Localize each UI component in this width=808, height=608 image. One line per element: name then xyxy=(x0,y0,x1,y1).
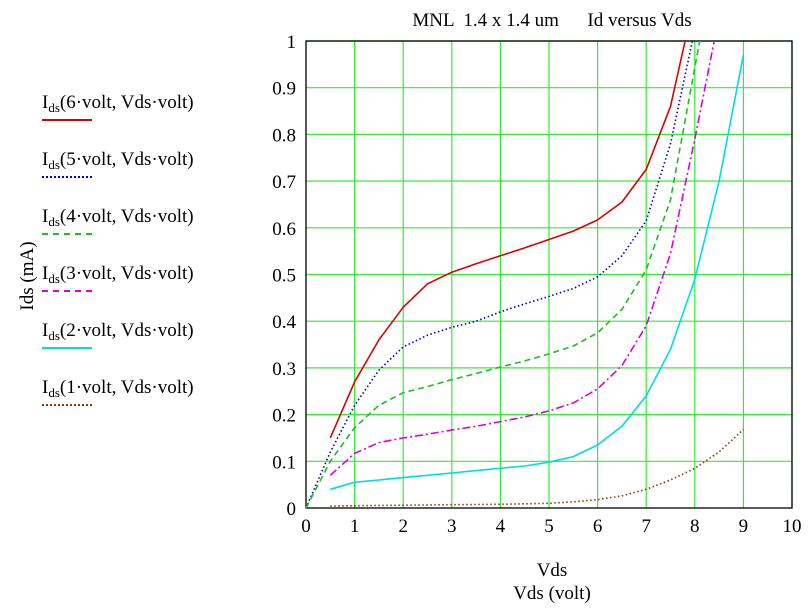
grid xyxy=(306,40,793,508)
legend-entry: Ids(3·volt, Vds·volt) xyxy=(42,263,272,320)
series-line-4 xyxy=(329,40,715,476)
x-tick-label: 10 xyxy=(783,516,802,537)
x-tick-label: 8 xyxy=(690,516,700,537)
x-tick-label: 1 xyxy=(350,516,360,537)
legend-entry: Ids(1·volt, Vds·volt) xyxy=(42,377,272,434)
y-tick-label: 0 xyxy=(287,499,297,520)
legend-label: Ids(5·volt, Vds·volt) xyxy=(42,149,194,172)
legend-label: Ids(4·volt, Vds·volt) xyxy=(42,206,194,229)
axes xyxy=(305,40,793,509)
x-tick-label: 4 xyxy=(496,516,506,537)
legend-label: Ids(3·volt, Vds·volt) xyxy=(42,263,194,286)
y-axis-label: Ids (mA) xyxy=(17,241,38,310)
y-tick-label: 0.4 xyxy=(272,312,296,333)
y-tick-label: 0.6 xyxy=(272,219,296,240)
legend-label: Ids(2·volt, Vds·volt) xyxy=(42,320,194,343)
legend-line-sample xyxy=(42,176,92,178)
x-tick-label: 3 xyxy=(447,516,457,537)
plot-frame xyxy=(305,40,793,509)
x-tick-label: 0 xyxy=(301,516,311,537)
legend-line-sample xyxy=(42,404,92,406)
chart-title: MNL 1.4 x 1.4 um Id versus Vds xyxy=(412,10,691,31)
series-line-1 xyxy=(329,40,686,439)
legend-label: Ids(1·volt, Vds·volt) xyxy=(42,377,194,400)
legend-line-sample xyxy=(42,347,92,349)
series-line-3 xyxy=(305,40,701,509)
x-tick-label: 5 xyxy=(544,516,554,537)
y-tick-label: 0.2 xyxy=(272,406,296,427)
x-tick-label: 9 xyxy=(739,516,749,537)
x-tick-label: 6 xyxy=(593,516,603,537)
tick-labels: 0 1 2 3 4 5 6 7 8 9 10 0 0.1 0.2 0.3 0.4 0.5 0.6 0.7 0.8 0.9… xyxy=(272,32,801,537)
legend-entry: Ids(4·volt, Vds·volt) xyxy=(42,206,272,263)
y-tick-label: 0.1 xyxy=(272,452,296,473)
y-tick-label: 0.9 xyxy=(272,79,296,100)
legend-line-sample xyxy=(42,290,92,292)
y-tick-label: 1 xyxy=(287,32,297,53)
y-tick-label: 0.8 xyxy=(272,125,296,146)
legend-line-sample xyxy=(42,119,92,121)
series-lines xyxy=(305,40,745,509)
y-tick-label: 0.5 xyxy=(272,266,296,287)
x-axis-label-line2: Vds (volt) xyxy=(513,583,591,604)
legend-entry: Ids(5·volt, Vds·volt) xyxy=(42,149,272,206)
legend-line-sample xyxy=(42,233,92,235)
series-line-6 xyxy=(330,428,744,507)
legend-label: Ids(6·volt, Vds·volt) xyxy=(42,92,194,115)
x-axis-label-line1: Vds xyxy=(537,560,568,581)
legend-entry: Ids(2·volt, Vds·volt) xyxy=(42,320,272,377)
legend-entry: Ids(6·volt, Vds·volt) xyxy=(42,92,272,149)
y-tick-label: 0.7 xyxy=(272,172,296,193)
legend: Ids(6·volt, Vds·volt) Ids(5·volt, Vds·vo… xyxy=(42,92,272,434)
y-tick-label: 0.3 xyxy=(272,359,296,380)
x-tick-label: 7 xyxy=(641,516,651,537)
x-tick-label: 2 xyxy=(398,516,408,537)
series-line-5 xyxy=(330,54,745,491)
